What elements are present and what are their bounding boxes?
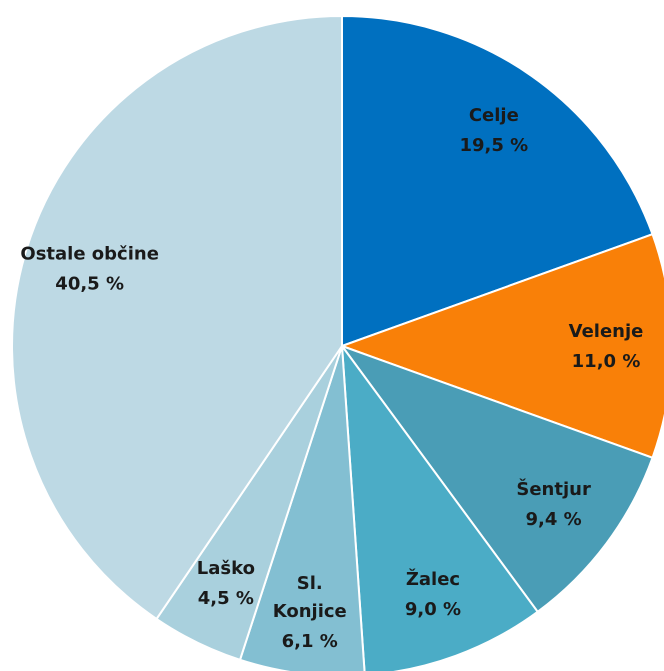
- slice-label: Laško: [197, 558, 255, 579]
- pie-slice: [340, 342, 540, 671]
- value-label: 19,5 %: [459, 135, 528, 156]
- value-label: 6,1 %: [282, 631, 338, 652]
- pie-slice: [341, 14, 654, 348]
- value-label: 4,5 %: [198, 588, 254, 609]
- slice-label: Žalec: [406, 568, 460, 590]
- slice-label: Ostale občine: [20, 243, 159, 264]
- pie-slice: [238, 345, 366, 671]
- value-label: 9,4 %: [526, 509, 582, 530]
- pie-slice: [11, 14, 343, 621]
- value-label: 40,5 %: [55, 273, 124, 294]
- slice-label: Celje: [469, 105, 519, 126]
- pie-slice: [339, 232, 664, 460]
- slice-label: Šentjur: [516, 478, 591, 500]
- slice-label: Sl. Konjice: [273, 573, 347, 622]
- pie-slice: [339, 343, 654, 614]
- value-label: 11,0 %: [572, 351, 641, 372]
- value-label: 9,0 %: [405, 599, 461, 620]
- slice-label: Velenje: [569, 321, 644, 342]
